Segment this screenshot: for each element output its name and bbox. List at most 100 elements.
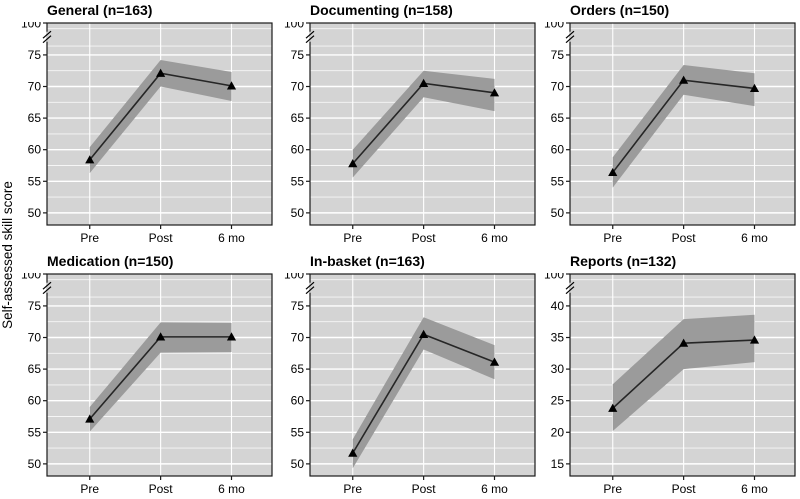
y-tick-label: 15 — [551, 457, 565, 471]
x-tick-label: 6 mo — [741, 231, 768, 245]
y-tick-label: 60 — [291, 394, 305, 408]
plot-background — [310, 23, 535, 225]
x-tick-label: Pre — [603, 482, 622, 496]
panel-documenting: Documenting (n=158) 50 55 60 65 70 75 100 Pre Po… — [282, 1, 536, 248]
y-tick-label: 25 — [551, 394, 565, 408]
x-tick-label: Post — [412, 482, 437, 496]
y-tick-label-top: 100 — [21, 22, 41, 31]
confidence-band — [612, 65, 755, 188]
y-tick-label: 75 — [28, 299, 42, 313]
x-tick-label: Pre — [80, 231, 99, 245]
x-tick-label: Pre — [603, 231, 622, 245]
axis-break-icon — [305, 35, 315, 44]
data-point-marker — [489, 357, 500, 366]
panel-border — [46, 22, 273, 226]
y-tick-label: 40 — [551, 299, 565, 313]
y-tick-label: 60 — [551, 143, 565, 157]
y-tick-label: 60 — [28, 394, 42, 408]
panel-plot: 50 55 60 65 70 75 100 Pre Post 6 mo — [284, 22, 536, 245]
confidence-band — [352, 70, 495, 178]
data-point-marker — [419, 329, 429, 338]
y-tick-label: 65 — [551, 111, 565, 125]
panel-border — [46, 273, 273, 477]
panel-title: Documenting (n=158) — [310, 2, 453, 18]
x-tick-label: Post — [149, 482, 174, 496]
data-point-marker — [156, 332, 166, 341]
panel-title: Orders (n=150) — [570, 2, 670, 18]
panel-plot: 50 55 60 65 70 75 100 Pre Post 6 mo — [21, 273, 273, 496]
y-axis-label: Self-assessed skill score — [0, 181, 15, 329]
x-tick-label: Pre — [343, 231, 362, 245]
axis-break-icon — [305, 286, 315, 295]
panel-plot: 50 55 60 65 70 75 100 Pre Post 6 mo — [21, 22, 273, 245]
y-tick-label: 55 — [551, 174, 565, 188]
panel-plot: 50 55 60 65 70 75 100 Pre Post 6 mo — [284, 273, 536, 496]
y-tick-label: 20 — [551, 425, 565, 439]
panel-reports: Reports (n=132) 15 20 25 30 35 40 100 Pre Post 6 … — [542, 252, 796, 499]
axis-break-icon — [42, 286, 52, 295]
data-point-marker — [489, 88, 500, 97]
panel-medication: Medication (n=150) 50 55 60 65 70 75 100 Pre Pos… — [19, 252, 273, 499]
data-point-marker — [679, 75, 689, 84]
y-tick-label: 55 — [28, 425, 42, 439]
panel-title: Medication (n=150) — [47, 253, 174, 269]
y-tick-label: 75 — [551, 48, 565, 62]
x-tick-label: Post — [672, 482, 697, 496]
axis-break-icon — [305, 30, 315, 39]
data-point-marker — [749, 83, 760, 93]
y-tick-label: 70 — [28, 80, 42, 94]
y-tick-label: 55 — [28, 174, 42, 188]
panel-title: Reports (n=132) — [570, 253, 677, 269]
data-point-marker — [419, 78, 429, 87]
panel-border — [309, 273, 536, 477]
data-point-marker — [608, 403, 618, 412]
panel-border — [309, 22, 536, 226]
data-point-marker — [348, 158, 358, 168]
x-tick-label: 6 mo — [218, 231, 245, 245]
y-tick-label: 55 — [291, 425, 305, 439]
plot-background — [47, 23, 272, 225]
y-tick-label: 65 — [291, 362, 305, 376]
panel-border — [569, 22, 796, 226]
data-point-marker — [608, 167, 618, 177]
x-tick-label: Post — [149, 231, 174, 245]
y-tick-label: 65 — [291, 111, 305, 125]
axis-break-icon — [42, 30, 52, 39]
data-point-marker — [85, 414, 95, 423]
x-tick-label: Pre — [80, 482, 99, 496]
x-tick-label: 6 mo — [481, 231, 508, 245]
y-tick-label: 55 — [291, 174, 305, 188]
y-tick-label: 70 — [291, 80, 305, 94]
y-tick-label: 60 — [291, 143, 305, 157]
data-point-marker — [156, 68, 166, 77]
axis-break-icon — [42, 281, 52, 290]
data-point-marker — [679, 338, 689, 347]
y-tick-label: 50 — [551, 206, 565, 220]
panel-border — [569, 273, 796, 477]
plot-background — [310, 274, 535, 476]
y-tick-label-top: 100 — [544, 22, 564, 31]
x-tick-label: Post — [412, 231, 437, 245]
y-tick-label: 70 — [551, 80, 565, 94]
x-tick-label: 6 mo — [218, 482, 245, 496]
axis-break-icon — [565, 281, 575, 290]
confidence-band — [612, 314, 755, 432]
axis-break-icon — [565, 30, 575, 39]
y-tick-label: 50 — [28, 206, 42, 220]
y-tick-label: 65 — [28, 111, 42, 125]
data-point-marker — [749, 335, 760, 344]
axis-break-icon — [565, 35, 575, 44]
confidence-band — [89, 59, 232, 174]
panel-title: General (n=163) — [47, 2, 153, 18]
y-tick-label-top: 100 — [544, 273, 564, 282]
data-point-marker — [226, 81, 237, 90]
axis-break-icon — [42, 35, 52, 44]
plot-background — [570, 274, 795, 476]
x-tick-label: Pre — [343, 482, 362, 496]
y-tick-label: 75 — [291, 48, 305, 62]
panel-plot: 50 55 60 65 70 75 100 Pre Post 6 mo — [544, 22, 796, 245]
panel-inbasket: In-basket (n=163) 50 55 60 65 70 75 100 Pre Post… — [282, 252, 536, 499]
y-tick-label: 75 — [291, 299, 305, 313]
y-tick-label: 70 — [28, 331, 42, 345]
